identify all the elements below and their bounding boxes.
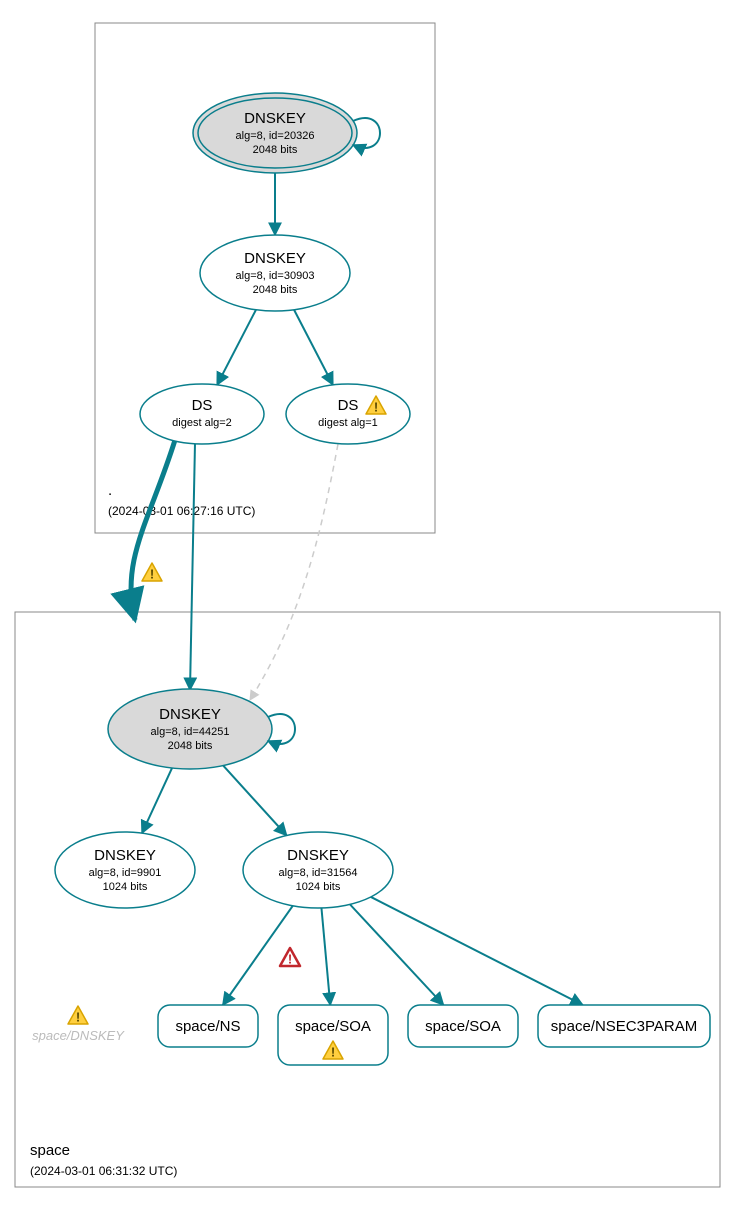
zone-label: space	[30, 1142, 70, 1159]
edge	[190, 443, 195, 690]
svg-text:!: !	[374, 400, 378, 415]
rr-ns: space/NS	[158, 1005, 258, 1047]
edge	[250, 444, 338, 700]
svg-text:!: !	[288, 952, 292, 967]
ds-alg1: DS digest alg=1!	[286, 384, 410, 444]
svg-text:!: !	[76, 1010, 80, 1025]
node-title: DNSKEY	[244, 110, 306, 127]
node-title: DNSKEY	[244, 250, 306, 267]
node-line3: 1024 bits	[296, 881, 341, 893]
edge	[371, 897, 583, 1005]
dnskey-31564: DNSKEY alg=8, id=31564 1024 bits	[243, 832, 393, 908]
node-title: DNSKEY	[287, 847, 349, 864]
extra-label-text: space/DNSKEY	[32, 1028, 125, 1043]
dnssec-diagram: . (2024-03-01 06:27:16 UTC) space (2024-03-…	[0, 0, 737, 1213]
node-line3: 2048 bits	[253, 144, 298, 156]
node-line2: alg=8, id=9901	[89, 867, 162, 879]
node-title: DS	[192, 397, 213, 414]
rr-soa-2: space/SOA	[408, 1005, 518, 1047]
dnskey-20326: DNSKEY alg=8, id=20326 2048 bits	[193, 93, 380, 173]
svg-text:!: !	[150, 567, 154, 582]
rr-nsec3: space/NSEC3PARAM	[538, 1005, 710, 1047]
node-title: DNSKEY	[94, 847, 156, 864]
node-line3: 2048 bits	[168, 740, 213, 752]
dnskey-9901: DNSKEY alg=8, id=9901 1024 bits	[55, 832, 195, 908]
node-title: space/NS	[175, 1018, 240, 1035]
edge	[142, 768, 172, 833]
edge: !	[131, 440, 175, 620]
zone-timestamp: (2024-03-01 06:27:16 UTC)	[108, 504, 255, 518]
warning-icon: !	[142, 563, 162, 582]
edge	[350, 904, 444, 1005]
dnskey-44251: DNSKEY alg=8, id=44251 2048 bits	[108, 689, 295, 769]
edge	[294, 310, 333, 385]
ds-alg2: DS digest alg=2	[140, 384, 264, 444]
node-line2: alg=8, id=44251	[151, 726, 230, 738]
node-line3: 1024 bits	[103, 881, 148, 893]
node-title: space/SOA	[295, 1018, 371, 1035]
zone-label: .	[108, 482, 112, 499]
svg-text:!: !	[331, 1045, 335, 1060]
edge	[217, 310, 256, 385]
node-title: space/SOA	[425, 1018, 501, 1035]
node-line2: digest alg=1	[318, 417, 378, 429]
node-line2: alg=8, id=31564	[279, 867, 358, 879]
warning-icon: !	[280, 948, 300, 967]
edge	[223, 906, 293, 1005]
node-title: DS	[338, 397, 359, 414]
zone-timestamp: (2024-03-01 06:31:32 UTC)	[30, 1164, 177, 1178]
node-line2: alg=8, id=20326	[236, 130, 315, 142]
node-line2: digest alg=2	[172, 417, 232, 429]
node-title: space/NSEC3PARAM	[551, 1018, 697, 1035]
dnskey-30903: DNSKEY alg=8, id=30903 2048 bits	[200, 235, 350, 311]
node-line3: 2048 bits	[253, 284, 298, 296]
node-line2: alg=8, id=30903	[236, 270, 315, 282]
node-title: DNSKEY	[159, 706, 221, 723]
edge	[223, 766, 286, 836]
edge: !	[280, 908, 330, 1005]
rr-soa-1: space/SOA!	[278, 1005, 388, 1065]
warning-icon: !	[68, 1006, 88, 1025]
extra-space-dnskey: space/DNSKEY!	[32, 1006, 125, 1043]
